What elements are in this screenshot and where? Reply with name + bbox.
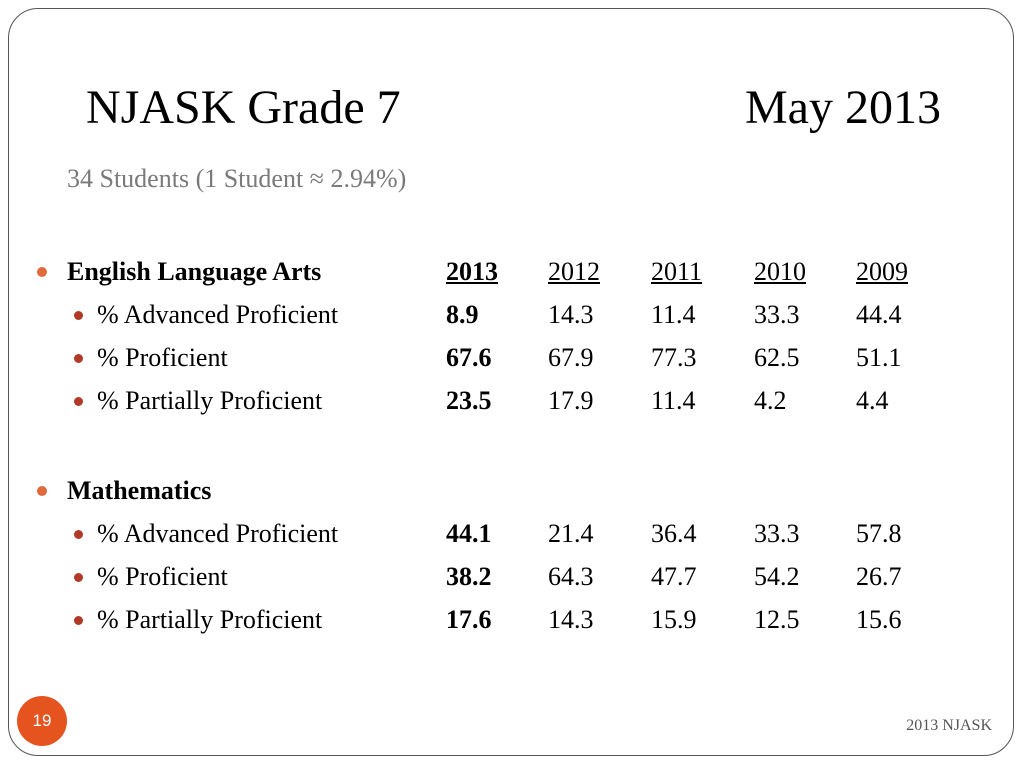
value-cell: 26.7 [856,562,902,591]
value-cell: 21.4 [548,519,594,548]
row-label: % Advanced Proficient [97,519,339,548]
slide-date: May 2013 [745,81,941,134]
year-header: 2009 [856,257,908,286]
value-cell: 38.2 [446,562,492,591]
row-label: % Proficient [97,343,228,372]
value-cell: 14.3 [548,300,594,329]
value-cell: 11.4 [651,386,696,415]
slide-subtitle: 34 Students (1 Student ≈ 2.94%) [67,164,407,193]
value-cell: 67.9 [548,343,594,372]
value-cell: 44.1 [446,519,492,548]
value-cell: 23.5 [446,386,492,415]
value-cell: 47.7 [651,562,697,591]
value-cell: 77.3 [651,343,697,372]
value-cell: 15.6 [856,605,902,634]
year-header: 2013 [446,257,498,286]
year-header: 2012 [548,257,600,286]
sub-bullet-icon [74,573,83,582]
year-header: 2010 [754,257,806,286]
section-label: Mathematics [67,476,212,505]
value-cell: 17.6 [446,605,492,634]
value-cell: 54.2 [754,562,800,591]
sub-bullet-icon [74,530,83,539]
value-cell: 51.1 [856,343,902,372]
sub-bullet-icon [74,311,83,320]
value-cell: 8.9 [446,300,479,329]
table-row: % Proficient 67.6 67.9 77.3 62.5 51.1 [0,341,1024,375]
table-row: % Advanced Proficient 44.1 21.4 36.4 33.… [0,517,1024,551]
year-header: 2011 [651,257,703,286]
value-cell: 4.2 [754,386,787,415]
value-cell: 33.3 [754,519,800,548]
value-cell: 4.4 [856,386,889,415]
table-row: % Partially Proficient 17.6 14.3 15.9 12… [0,603,1024,637]
value-cell: 62.5 [754,343,800,372]
section-label: English Language Arts [67,257,322,286]
table-row: % Partially Proficient 23.5 17.9 11.4 4.… [0,384,1024,418]
table-row: % Proficient 38.2 64.3 47.7 54.2 26.7 [0,560,1024,594]
row-label: % Advanced Proficient [97,300,339,329]
section-header-ela: English Language Arts 2013 2012 2011 201… [0,255,1024,289]
value-cell: 36.4 [651,519,697,548]
page-number-badge: 19 [17,696,67,746]
section-header-math: Mathematics [0,474,1024,508]
table-row: % Advanced Proficient 8.9 14.3 11.4 33.3… [0,298,1024,332]
row-label: % Partially Proficient [97,605,323,634]
bullet-icon [37,486,47,496]
value-cell: 33.3 [754,300,800,329]
sub-bullet-icon [74,354,83,363]
bullet-icon [37,267,47,277]
sub-bullet-icon [74,397,83,406]
value-cell: 12.5 [754,605,800,634]
value-cell: 64.3 [548,562,594,591]
value-cell: 44.4 [856,300,902,329]
value-cell: 14.3 [548,605,594,634]
row-label: % Proficient [97,562,228,591]
sub-bullet-icon [74,616,83,625]
value-cell: 15.9 [651,605,697,634]
slide-frame [8,8,1014,756]
row-label: % Partially Proficient [97,386,323,415]
value-cell: 11.4 [651,300,696,329]
value-cell: 67.6 [446,343,492,372]
value-cell: 17.9 [548,386,594,415]
slide-title: NJASK Grade 7 [86,81,401,134]
slide-footer: 2013 NJASK [906,717,992,734]
value-cell: 57.8 [856,519,902,548]
